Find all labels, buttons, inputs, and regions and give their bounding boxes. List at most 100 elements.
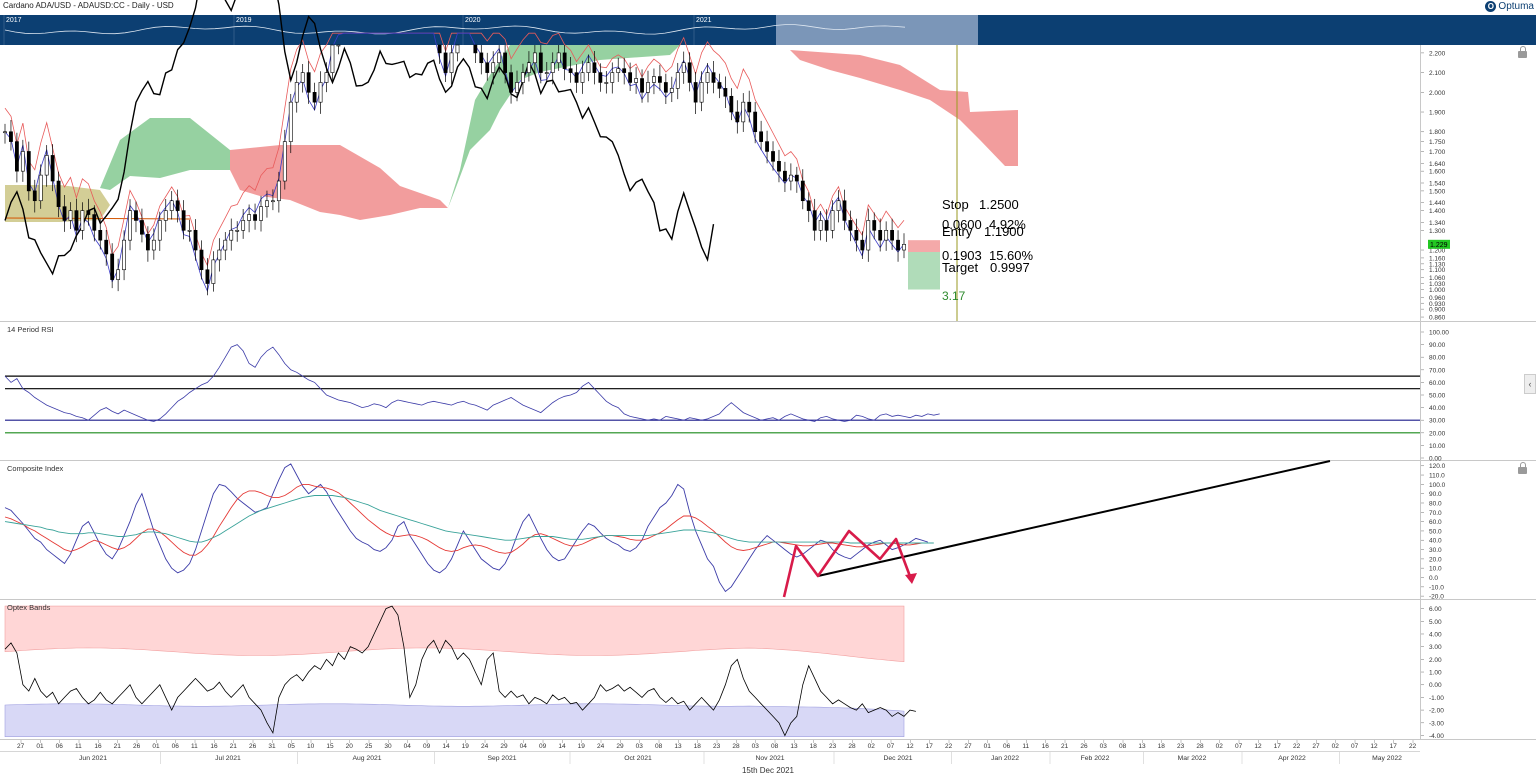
date-tick-label: 28 bbox=[732, 743, 740, 750]
candle-body bbox=[622, 68, 627, 73]
candle-body bbox=[145, 233, 150, 251]
date-tick-label: 20 bbox=[346, 743, 354, 750]
candle-body bbox=[15, 141, 19, 172]
candle-body bbox=[783, 170, 787, 182]
date-tick-label: 18 bbox=[1158, 743, 1166, 750]
rsi-axis-label: 80.00 bbox=[1429, 355, 1446, 362]
lock-icon[interactable] bbox=[1518, 46, 1527, 58]
rsi-axis-label: 10.00 bbox=[1429, 443, 1446, 450]
candle-body bbox=[437, 44, 442, 54]
optex-axis-label: 6.00 bbox=[1429, 606, 1442, 613]
date-tick-label: 11 bbox=[1022, 743, 1029, 750]
month-label: Jul 2021 bbox=[215, 755, 241, 762]
candle-body bbox=[50, 155, 55, 182]
candle-body bbox=[527, 62, 531, 73]
target-value: 0.9997 bbox=[990, 260, 1030, 275]
horizontal-level-line bbox=[4, 217, 191, 220]
rsi-panel[interactable] bbox=[4, 344, 1420, 434]
date-tick-label: 07 bbox=[1235, 743, 1243, 750]
navigator-year-label: 2017 bbox=[6, 17, 22, 24]
optex-bands-panel[interactable] bbox=[4, 605, 916, 738]
candle-body bbox=[806, 200, 811, 211]
right-price-axis[interactable]: 2.200 2.100 2.000 1.900 1.800 1.750 1.700 1.640… bbox=[1421, 50, 1449, 740]
candle-body bbox=[705, 72, 710, 83]
price-axis-label: 2.100 bbox=[1429, 70, 1446, 77]
date-tick-label: 21 bbox=[114, 743, 122, 750]
month-label: Apr 2022 bbox=[1278, 755, 1306, 762]
month-label: Dec 2021 bbox=[883, 755, 912, 762]
date-tick-label: 10 bbox=[307, 743, 315, 750]
date-tick-label: 17 bbox=[1274, 743, 1282, 750]
candle-body bbox=[753, 111, 758, 133]
candle-body bbox=[86, 210, 91, 215]
rsi-axis-label: 70.00 bbox=[1429, 367, 1446, 374]
date-tick-label: 25 bbox=[365, 743, 373, 750]
date-axis[interactable]: 27 01 06 11 16 21 26 01 06 11 16 21 26 31 05 10 15 20 25 30… bbox=[17, 740, 1417, 764]
date-tick-label: 01 bbox=[152, 743, 160, 750]
date-tick-label: 22 bbox=[1409, 743, 1417, 750]
date-tick-label: 17 bbox=[926, 743, 934, 750]
candle-body bbox=[550, 62, 555, 73]
navigator-year-label: 2020 bbox=[465, 17, 481, 24]
price-axis-label: 1.640 bbox=[1429, 161, 1446, 168]
candle-body bbox=[169, 200, 174, 211]
candle-body bbox=[878, 230, 883, 241]
candle-body bbox=[854, 230, 859, 241]
candle-body bbox=[259, 206, 263, 221]
candle-body bbox=[681, 62, 686, 73]
candle-body bbox=[253, 214, 257, 221]
price-axis-label: 1.340 bbox=[1429, 220, 1446, 227]
candle-body bbox=[693, 82, 698, 103]
date-tick-label: 22 bbox=[1293, 743, 1301, 750]
candle-body bbox=[3, 131, 7, 134]
candle-body bbox=[32, 190, 37, 202]
candle-body bbox=[20, 151, 25, 172]
date-tick-label: 28 bbox=[1196, 743, 1204, 750]
date-tick-label: 27 bbox=[1312, 743, 1320, 750]
date-tick-label: 06 bbox=[1003, 743, 1011, 750]
date-tick-label: 12 bbox=[906, 743, 914, 750]
candle-body bbox=[217, 249, 222, 261]
candle-body bbox=[532, 52, 537, 64]
composite-axis-label: 50.0 bbox=[1429, 528, 1442, 535]
navigator-strip[interactable]: 2017 2019 2020 2021 bbox=[0, 15, 1536, 45]
candle-body bbox=[247, 214, 251, 221]
candle-body bbox=[336, 44, 341, 47]
candle-body bbox=[759, 131, 764, 142]
date-tick-label: 03 bbox=[752, 743, 760, 750]
price-axis-label: 1.200 bbox=[1429, 248, 1446, 255]
price-axis-label: 1.000 bbox=[1429, 287, 1446, 294]
month-label: Jun 2021 bbox=[79, 755, 107, 762]
reward-risk-ratio: 3.17 bbox=[942, 289, 966, 303]
price-axis-label: 1.440 bbox=[1429, 200, 1446, 207]
date-tick-label: 29 bbox=[500, 743, 508, 750]
rsi-line bbox=[4, 344, 940, 422]
price-axis-label: 2.000 bbox=[1429, 90, 1446, 97]
navigator-year-label: 2019 bbox=[236, 17, 252, 24]
composite-index-panel[interactable] bbox=[4, 460, 1331, 598]
candle-body bbox=[38, 174, 43, 202]
lock-icon[interactable] bbox=[1518, 462, 1527, 474]
candle-body bbox=[157, 220, 162, 241]
optex-axis-label: -3.00 bbox=[1429, 720, 1444, 727]
date-tick-label: 14 bbox=[442, 743, 450, 750]
date-tick-label: 18 bbox=[810, 743, 818, 750]
candle-body bbox=[193, 230, 198, 251]
date-tick-label: 07 bbox=[1351, 743, 1359, 750]
candle-body bbox=[211, 259, 216, 284]
rsi-axis-label: 60.00 bbox=[1429, 380, 1446, 387]
panel-separators bbox=[0, 45, 1536, 752]
composite-axis-label: 80.0 bbox=[1429, 500, 1442, 507]
candle-body bbox=[128, 210, 132, 241]
date-tick-label: 03 bbox=[636, 743, 644, 750]
collapse-panel-chevron-icon[interactable]: ‹ bbox=[1524, 374, 1536, 394]
month-label: May 2022 bbox=[1372, 755, 1402, 762]
price-panel[interactable] bbox=[3, 0, 1018, 321]
candle-body bbox=[44, 155, 49, 176]
rsi-axis-label: 100.00 bbox=[1429, 330, 1449, 337]
composite-axis-label: 10.0 bbox=[1429, 566, 1442, 573]
composite-axis-label: 60.0 bbox=[1429, 519, 1442, 526]
date-tick-label: 09 bbox=[539, 743, 547, 750]
date-tick-label: 26 bbox=[133, 743, 141, 750]
date-tick-label: 16 bbox=[210, 743, 218, 750]
